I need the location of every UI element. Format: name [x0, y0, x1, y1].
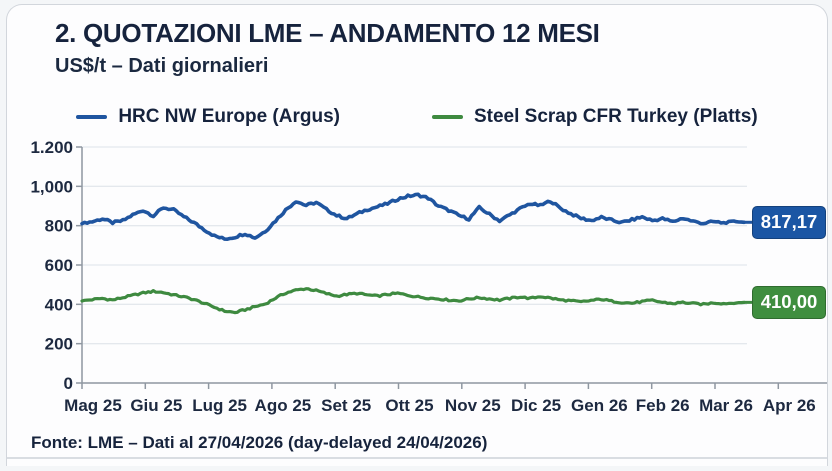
x-axis-tick-label: Ott 25	[385, 396, 433, 415]
legend-item-scrap: Steel Scrap CFR Turkey (Platts)	[431, 106, 758, 128]
source-note: Fonte: LME – Dati al 27/04/2026 (day-del…	[31, 433, 488, 452]
series-line-scrap	[80, 287, 746, 315]
x-axis-tick-label: Gen 26	[571, 396, 628, 415]
y-axis-tick-label: 1.200	[30, 138, 73, 157]
x-axis-tick-label: Mag 25	[64, 396, 122, 415]
legend-label-hrc: HRC NW Europe (Argus)	[118, 106, 340, 127]
y-axis-tick-label: 400	[45, 295, 73, 314]
series-line-hrc	[80, 192, 746, 241]
chart-card: 2. QUOTAZIONI LME – ANDAMENTO 12 MESI US…	[6, 4, 828, 466]
y-axis-tick-label: 200	[45, 335, 73, 354]
legend-line-swatch-blue	[76, 115, 108, 119]
end-value-badge-scrap: 410,00	[752, 285, 826, 319]
x-axis-tick-label: Feb 26	[636, 396, 690, 415]
x-axis-tick-label: Giu 25	[130, 396, 182, 415]
legend-label-scrap: Steel Scrap CFR Turkey (Platts)	[473, 106, 758, 127]
footer-divider	[7, 457, 827, 459]
legend-item-hrc: HRC NW Europe (Argus)	[76, 106, 340, 128]
x-axis-tick-label: Dic 25	[511, 396, 561, 415]
end-value-badge-hrc: 817,17	[752, 205, 826, 239]
x-axis-tick-label: Mar 26	[699, 396, 753, 415]
x-axis-tick-label: Nov 25	[445, 396, 501, 415]
y-axis-tick-label: 800	[45, 217, 73, 236]
chart-legend: HRC NW Europe (Argus) Steel Scrap CFR Tu…	[7, 106, 827, 128]
chart-subtitle: US$/t – Dati giornalieri	[55, 55, 269, 77]
x-axis-tick-label: Lug 25	[192, 396, 247, 415]
line-chart: 0 200 400 600 800 1,000 1.200 Mag 25 Giu 25 Lug 2…	[30, 138, 827, 415]
legend-line-swatch-green	[431, 115, 463, 119]
page-title: 2. QUOTAZIONI LME – ANDAMENTO 12 MESI	[55, 18, 600, 48]
y-axis-tick-label: 1,000	[30, 177, 73, 196]
x-axis-tick-label: Set 25	[321, 396, 371, 415]
y-axis-tick-label: 0	[64, 374, 73, 393]
x-axis-tick-label: Ago 25	[255, 396, 312, 415]
y-axis-tick-label: 600	[45, 256, 73, 275]
x-axis-tick-label: Apr 26	[763, 396, 816, 415]
